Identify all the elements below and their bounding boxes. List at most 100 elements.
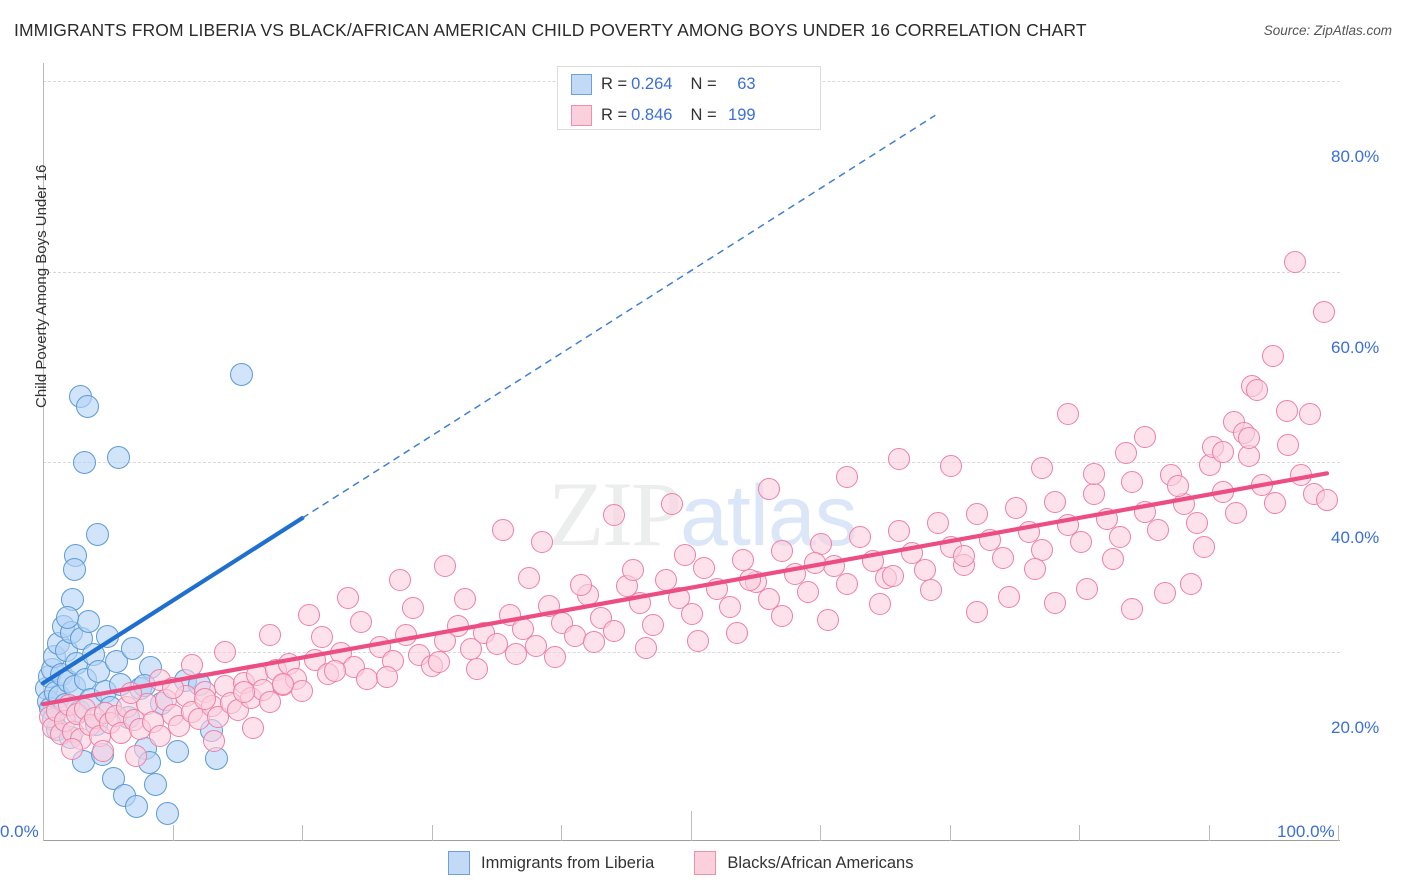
scatter-point [291,679,314,702]
x-tick-30 [432,825,433,841]
scatter-point [836,466,859,489]
scatter-point [148,724,171,747]
scatter-point [816,608,839,631]
scatter-point [258,623,281,646]
x-tick-80 [1079,825,1080,841]
x-axis-max-label: 100.0% [1277,822,1335,841]
scatter-point [1004,496,1027,519]
scatter-point [1102,547,1125,570]
y-tick-label-80: 80.0% [1331,147,1380,166]
scatter-point [1121,598,1144,621]
x-tick-50 [691,811,692,841]
scatter-point [434,555,457,578]
scatter-point [1114,442,1137,465]
scatter-point [881,564,904,587]
scatter-point [1043,490,1066,513]
stats-n-label-pink: N = [690,105,717,124]
scatter-point [524,635,547,658]
scatter-point [991,546,1014,569]
scatter-point [680,602,703,625]
scatter-point [75,395,99,419]
scatter-point [85,522,109,546]
y-tick-label-20: 20.0% [1331,718,1380,737]
y-axis-title: Child Poverty Among Boys Under 16 [33,164,50,408]
stats-swatch-pink [571,104,592,126]
y-tick-label-60: 60.0% [1331,338,1380,357]
scatter-point [1153,582,1176,605]
gridline-20 [43,652,1340,653]
scatter-point [1238,427,1261,450]
scatter-point [505,642,528,665]
legend-swatch-blacks [694,851,717,875]
x-tick-40 [561,825,562,841]
scatter-point [1134,426,1157,449]
scatter-point [1121,470,1144,493]
series-legend: Immigrants from Liberia Blacks/African A… [448,851,953,875]
scatter-point [401,597,424,620]
scatter-point [349,610,372,633]
stats-legend-box: R = 0.264 N = 63 R = 0.846 N = 199 [557,66,821,130]
plot-area: ZIPatlas 80.0% 60.0% 40.0% [33,63,1379,841]
scatter-point [1082,463,1105,486]
scatter-point [965,503,988,526]
y-axis-line [43,63,44,840]
scatter-point [1225,502,1248,525]
scatter-point [62,557,86,581]
scatter-point [888,520,911,543]
legend-item-liberia[interactable]: Immigrants from Liberia [448,851,654,875]
scatter-point [998,585,1021,608]
scatter-point [1024,558,1047,581]
scatter-point [1264,491,1287,514]
stats-r-label-blue: R = [601,74,628,93]
scatter-point [758,587,781,610]
scatter-point [91,739,114,762]
scatter-point [622,559,645,582]
scatter-point [771,540,794,563]
legend-item-blacks[interactable]: Blacks/African Americans [694,851,913,875]
y-tick-label-40: 40.0% [1331,528,1380,547]
scatter-point [125,745,148,768]
scatter-point [1076,578,1099,601]
scatter-point [203,730,226,753]
legend-label-liberia: Immigrants from Liberia [481,853,655,872]
scatter-point [1299,402,1322,425]
scatter-point [686,629,709,652]
trendlines-layer [40,114,1330,707]
scatter-point [531,530,554,553]
scatter-point [60,737,83,760]
scatter-point [1313,300,1336,323]
stats-n-value-blue: 63 [737,74,756,93]
x-tick-0 [43,825,44,841]
x-tick-70 [950,825,951,841]
scatter-point [1316,488,1339,511]
stats-n-label-blue: N = [690,74,717,93]
scatter-point [1043,591,1066,614]
scatter-point [388,568,411,591]
scatter-point [1056,403,1079,426]
page-title: IMMIGRANTS FROM LIBERIA VS BLACK/AFRICAN… [14,20,1087,40]
scatter-point [310,625,333,648]
trendline-blue-solid [40,515,305,686]
scatter-point [674,544,696,567]
stats-r-value-blue: 0.264 [631,74,673,93]
scatter-point [453,587,476,610]
stats-r-value-pink: 0.846 [631,105,673,124]
scatter-point [427,651,450,674]
source-label: Source: ZipAtlas.com [1263,23,1392,38]
scatter-point [1186,511,1209,534]
scatter-point [868,593,891,616]
scatter-point [661,492,684,515]
scatter-point [952,544,975,567]
scatter-point [101,766,125,790]
trendline-pink [40,471,1330,707]
scatter-point [1166,474,1189,497]
scatter-point [602,620,625,643]
trendline-blue-dashed [301,114,936,519]
stats-row-pink: R = 0.846 N = 199 [558,101,820,129]
scatter-point [1069,530,1092,553]
stats-row-blue: R = 0.264 N = 63 [558,70,820,98]
scatter-point [166,740,190,764]
scatter-point [1212,441,1235,464]
scatter-point [120,636,144,660]
scatter-point [144,773,168,797]
